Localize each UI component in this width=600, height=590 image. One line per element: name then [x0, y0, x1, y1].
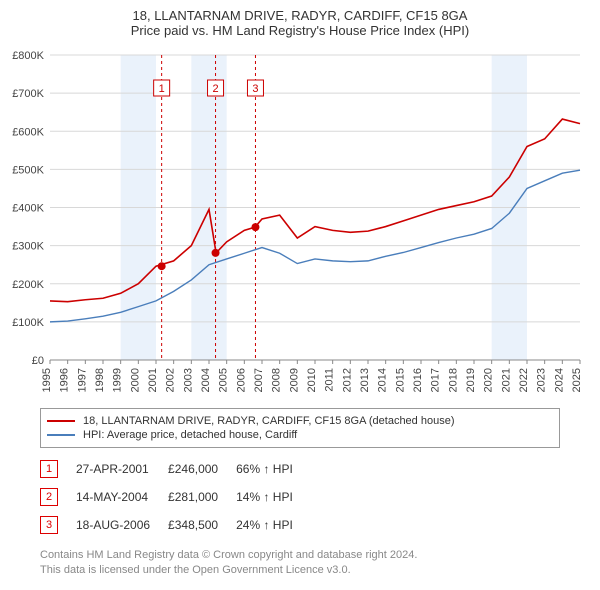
chart-titles: 18, LLANTARNAM DRIVE, RADYR, CARDIFF, CF…	[0, 0, 600, 38]
svg-text:£500K: £500K	[12, 164, 44, 176]
footer-attribution: Contains HM Land Registry data © Crown c…	[40, 548, 560, 579]
footer-line: This data is licensed under the Open Gov…	[40, 563, 560, 578]
svg-text:2025: 2025	[571, 368, 583, 392]
svg-text:2016: 2016	[412, 368, 424, 392]
sale-price: £348,500	[168, 511, 236, 539]
svg-text:2015: 2015	[394, 368, 406, 392]
svg-text:1996: 1996	[59, 368, 71, 392]
svg-text:£0: £0	[32, 355, 44, 367]
chart-plot-area: £0£100K£200K£300K£400K£500K£600K£700K£80…	[50, 55, 580, 395]
svg-text:2002: 2002	[165, 368, 177, 392]
svg-text:2011: 2011	[324, 368, 336, 392]
svg-text:2012: 2012	[341, 368, 353, 392]
svg-text:2008: 2008	[271, 368, 283, 392]
legend-item: HPI: Average price, detached house, Card…	[47, 429, 553, 441]
svg-text:2014: 2014	[377, 368, 389, 392]
sale-date: 14-MAY-2004	[76, 483, 168, 511]
svg-text:2023: 2023	[536, 368, 548, 392]
svg-text:2010: 2010	[306, 368, 318, 392]
sale-price: £281,000	[168, 483, 236, 511]
svg-text:£300K: £300K	[12, 241, 44, 253]
legend-swatch	[47, 434, 75, 436]
sale-row: 3 18-AUG-2006 £348,500 24% ↑ HPI	[40, 511, 311, 539]
sale-price: £246,000	[168, 455, 236, 483]
chart-container: { "title": "18, LLANTARNAM DRIVE, RADYR,…	[0, 0, 600, 590]
svg-text:£400K: £400K	[12, 203, 44, 215]
svg-text:2004: 2004	[200, 368, 212, 392]
svg-text:2018: 2018	[447, 368, 459, 392]
svg-text:2000: 2000	[129, 368, 141, 392]
sale-row: 2 14-MAY-2004 £281,000 14% ↑ HPI	[40, 483, 311, 511]
svg-text:2007: 2007	[253, 368, 265, 392]
svg-text:2001: 2001	[147, 368, 159, 392]
svg-text:£700K: £700K	[12, 88, 44, 100]
sale-date: 18-AUG-2006	[76, 511, 168, 539]
sale-marker-icon: 1	[40, 460, 58, 478]
legend-text: HPI: Average price, detached house, Card…	[83, 429, 297, 441]
sale-row: 1 27-APR-2001 £246,000 66% ↑ HPI	[40, 455, 311, 483]
chart-title: 18, LLANTARNAM DRIVE, RADYR, CARDIFF, CF…	[0, 8, 600, 23]
legend-swatch	[47, 420, 75, 422]
svg-text:2024: 2024	[553, 368, 565, 392]
svg-text:£100K: £100K	[12, 317, 44, 329]
svg-text:2019: 2019	[465, 368, 477, 392]
sales-table: 1 27-APR-2001 £246,000 66% ↑ HPI 2 14-MA…	[40, 455, 560, 539]
legend-text: 18, LLANTARNAM DRIVE, RADYR, CARDIFF, CF…	[83, 415, 454, 427]
chart-subtitle: Price paid vs. HM Land Registry's House …	[0, 23, 600, 38]
svg-text:2013: 2013	[359, 368, 371, 392]
svg-text:2006: 2006	[235, 368, 247, 392]
svg-text:2017: 2017	[430, 368, 442, 392]
svg-text:2022: 2022	[518, 368, 530, 392]
footer-line: Contains HM Land Registry data © Crown c…	[40, 548, 560, 563]
sale-marker-icon: 3	[40, 516, 58, 534]
svg-text:2009: 2009	[288, 368, 300, 392]
svg-text:2020: 2020	[483, 368, 495, 392]
svg-text:£800K: £800K	[12, 50, 44, 62]
legend-box: 18, LLANTARNAM DRIVE, RADYR, CARDIFF, CF…	[40, 408, 560, 448]
svg-text:1: 1	[159, 83, 165, 95]
svg-text:1997: 1997	[76, 368, 88, 392]
svg-text:£600K: £600K	[12, 126, 44, 138]
svg-text:1995: 1995	[41, 368, 53, 392]
sale-change: 14% ↑ HPI	[236, 483, 311, 511]
svg-text:2005: 2005	[218, 368, 230, 392]
sale-marker-icon: 2	[40, 488, 58, 506]
svg-text:1998: 1998	[94, 368, 106, 392]
svg-text:2021: 2021	[500, 368, 512, 392]
svg-text:2003: 2003	[182, 368, 194, 392]
chart-svg: £0£100K£200K£300K£400K£500K£600K£700K£80…	[50, 55, 580, 395]
svg-text:1999: 1999	[112, 368, 124, 392]
svg-text:2: 2	[212, 83, 218, 95]
legend-item: 18, LLANTARNAM DRIVE, RADYR, CARDIFF, CF…	[47, 415, 553, 427]
svg-text:£200K: £200K	[12, 279, 44, 291]
sale-change: 66% ↑ HPI	[236, 455, 311, 483]
sale-change: 24% ↑ HPI	[236, 511, 311, 539]
sale-date: 27-APR-2001	[76, 455, 168, 483]
svg-text:3: 3	[252, 83, 258, 95]
